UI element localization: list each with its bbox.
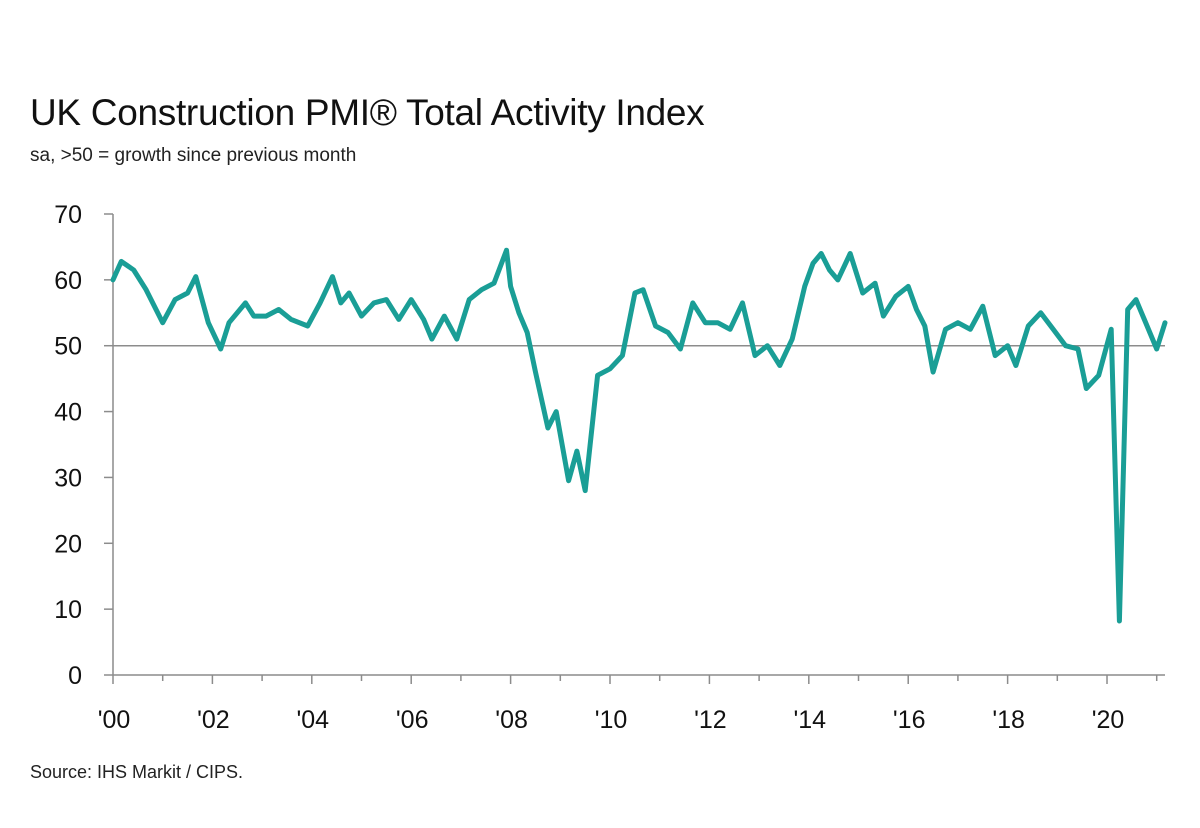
y-tick-label: 20 [54,530,82,558]
x-tick-label: '14 [794,706,827,734]
x-tick-label: '04 [297,706,330,734]
series-line [110,247,1168,624]
x-tick-label: '00 [98,706,131,734]
x-tick-label: '10 [595,706,628,734]
x-tick-label: '12 [694,706,727,734]
y-tick-label: 50 [54,333,82,361]
x-tick-label: '20 [1092,706,1125,734]
y-tick-label: 40 [54,399,82,427]
y-tick-label: 10 [54,596,82,624]
x-tick-label: '18 [992,706,1025,734]
chart-title: UK Construction PMI® Total Activity Inde… [30,92,705,133]
x-tick-label: '08 [495,706,528,734]
y-tick-label: 30 [54,464,82,492]
chart-source: Source: IHS Markit / CIPS. [30,762,244,782]
x-tick-label: '16 [893,706,926,734]
series-group [110,247,1168,624]
x-axis: '00 '02 '04 '06 '08 '10 '12 '14 '16 '18 '20 [98,674,1165,734]
y-tick-label: 70 [54,201,82,229]
y-axis: 0 10 20 30 40 50 60 70 [54,201,114,690]
y-tick-label: 0 [68,662,82,690]
x-tick-label: '06 [396,706,429,734]
chart-subtitle: sa, >50 = growth since previous month [30,145,357,166]
x-tick-label: '02 [197,706,230,734]
y-tick-label: 60 [54,267,82,295]
